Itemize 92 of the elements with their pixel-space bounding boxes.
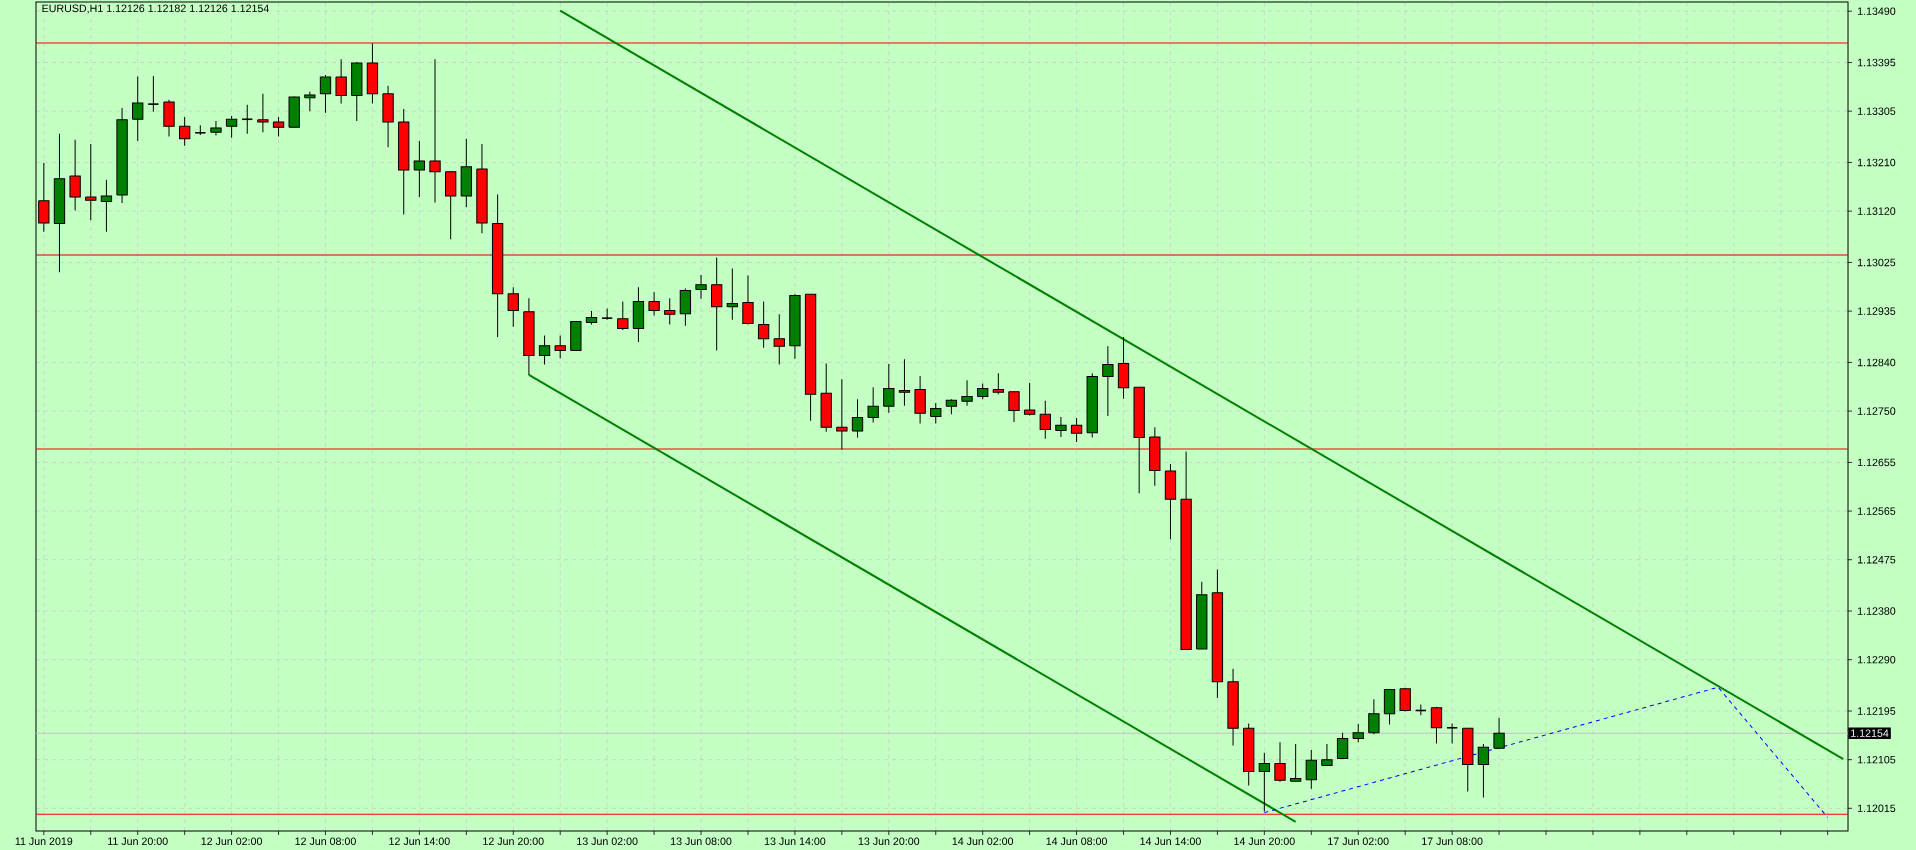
x-tick-label: 17 Jun 02:00 [1328, 837, 1389, 846]
candlestick [664, 297, 676, 326]
candlestick [679, 287, 692, 327]
candlestick [1368, 698, 1380, 735]
y-tick-label: 1.13395 [1857, 58, 1896, 67]
candlestick [319, 74, 332, 114]
ref-line-label: 1.12154 [1851, 729, 1889, 737]
candlestick [851, 398, 864, 439]
x-tick-label: 11 Jun 20:00 [108, 837, 168, 846]
candlestick [601, 307, 614, 321]
y-tick-label: 1.12290 [1857, 655, 1896, 664]
x-tick-label: 12 Jun 08:00 [295, 837, 356, 846]
y-tick-label: 1.12840 [1857, 358, 1896, 367]
candlestick [930, 402, 942, 425]
candlestick [1352, 723, 1364, 743]
candlestick [178, 116, 191, 147]
x-tick-label: 13 Jun 02:00 [577, 837, 638, 846]
y-tick-label: 1.12655 [1857, 458, 1896, 467]
x-tick-label: 14 Jun 14:00 [1140, 837, 1201, 846]
x-tick-label: 14 Jun 08:00 [1046, 837, 1107, 846]
candlestick [85, 143, 97, 221]
candlestick [538, 334, 551, 366]
candlestick [225, 115, 238, 139]
y-tick-label: 1.13490 [1857, 7, 1896, 15]
candlestick [1289, 743, 1302, 783]
candlestick [1258, 752, 1271, 813]
y-tick-label: 1.12565 [1857, 507, 1896, 515]
candlestick [1274, 741, 1286, 783]
candlestick [883, 363, 895, 414]
candlestick [429, 58, 441, 203]
x-tick-label: 13 Jun 20:00 [858, 837, 920, 846]
x-tick-label: 13 Jun 14:00 [764, 837, 826, 846]
y-tick-label: 1.13210 [1857, 158, 1896, 167]
x-tick-label: 12 Jun 20:00 [483, 837, 544, 846]
x-tick-label: 17 Jun 08:00 [1422, 837, 1483, 846]
candlestick [100, 179, 113, 233]
candlestick [867, 386, 879, 423]
candlestick [1305, 749, 1317, 790]
y-tick-label: 1.13305 [1857, 107, 1896, 115]
candlestick [507, 286, 519, 328]
x-tick-label: 11 Jun 2019 [15, 837, 73, 846]
candlestick [1446, 722, 1459, 744]
candlestick [147, 75, 160, 113]
y-tick-label: 1.12935 [1857, 307, 1896, 315]
y-tick-label: 1.12475 [1857, 555, 1896, 564]
x-tick-label: 14 Jun 02:00 [952, 837, 1014, 846]
candlestick [1055, 416, 1067, 438]
candlestick [742, 274, 754, 326]
candlestick [1477, 743, 1490, 798]
candlestick [757, 300, 770, 349]
y-tick-label: 1.12015 [1857, 804, 1896, 813]
candlestick [617, 300, 629, 331]
candlestick [711, 257, 723, 352]
candlestick [1321, 743, 1333, 767]
candlestick [1039, 400, 1051, 440]
candlestick [69, 139, 81, 212]
y-tick-label: 1.12195 [1857, 707, 1896, 715]
candlestick [304, 91, 316, 112]
candlestick [1102, 345, 1114, 417]
candlestick [695, 274, 707, 300]
candlestick [961, 379, 973, 407]
candlestick [1336, 732, 1349, 760]
candlestick [648, 291, 660, 316]
candlestick [413, 140, 426, 198]
x-tick-label: 12 Jun 14:00 [389, 837, 450, 846]
y-tick-label: 1.12105 [1857, 755, 1896, 764]
candlestick [992, 372, 1005, 395]
candlestick [1493, 717, 1505, 749]
candlestick [132, 76, 144, 142]
candlestick [1070, 417, 1083, 443]
y-tick-label: 1.13025 [1857, 258, 1896, 267]
y-tick-label: 1.12750 [1857, 407, 1896, 415]
y-tick-label: 1.13120 [1857, 207, 1896, 215]
candlestick [554, 334, 566, 359]
chart-title: EURUSD,H1 1.12126 1.12182 1.12126 1.12154 [42, 4, 269, 14]
candlestick [1023, 382, 1036, 416]
x-tick-label: 12 Jun 02:00 [201, 837, 263, 846]
candlestick [241, 104, 254, 135]
candlestick [726, 267, 738, 321]
candlestick [1008, 391, 1020, 423]
candlestick [898, 358, 911, 407]
candlestick [257, 93, 269, 133]
y-tick-label: 1.12380 [1857, 607, 1896, 615]
candlestick [272, 116, 285, 138]
candlestick [773, 313, 785, 366]
x-tick-label: 13 Jun 08:00 [671, 837, 732, 846]
candlestick [210, 120, 222, 136]
candlestick [335, 58, 347, 105]
candlestick [914, 375, 926, 425]
candlestick [1430, 706, 1443, 744]
x-tick-label: 14 Jun 20:00 [1234, 837, 1295, 846]
candlestick [38, 162, 50, 233]
